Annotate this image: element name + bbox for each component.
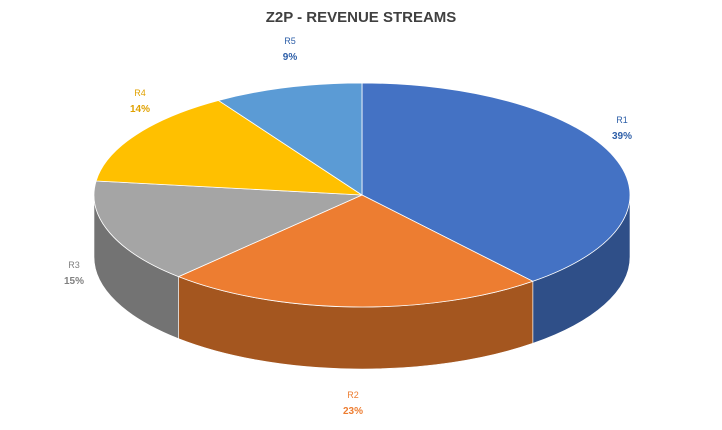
slice-value-r3: 15% <box>64 276 84 287</box>
slice-label-r5: R5 <box>284 36 296 46</box>
slice-label-r4: R4 <box>134 88 146 98</box>
chart-title: Z2P - REVENUE STREAMS <box>266 9 457 26</box>
pie-slice-r4 <box>95 100 364 196</box>
slice-value-r5: 9% <box>283 52 298 63</box>
pie-slice-r1 <box>361 82 631 282</box>
pie-slice-r5 <box>217 82 363 196</box>
pie-slice-r3 <box>93 180 363 278</box>
slice-value-r4: 14% <box>130 104 150 115</box>
slice-value-r2: 23% <box>343 406 363 417</box>
slice-value-r1: 39% <box>612 131 632 142</box>
pie-labels: R1 39% R2 23% R3 15% R4 14% R5 9% <box>64 36 632 417</box>
pie-slice-r2 <box>177 194 534 308</box>
slice-label-r1: R1 <box>616 115 628 125</box>
slice-label-r2: R2 <box>347 390 359 400</box>
slice-label-r3: R3 <box>68 260 80 270</box>
pie-slices <box>93 82 631 308</box>
